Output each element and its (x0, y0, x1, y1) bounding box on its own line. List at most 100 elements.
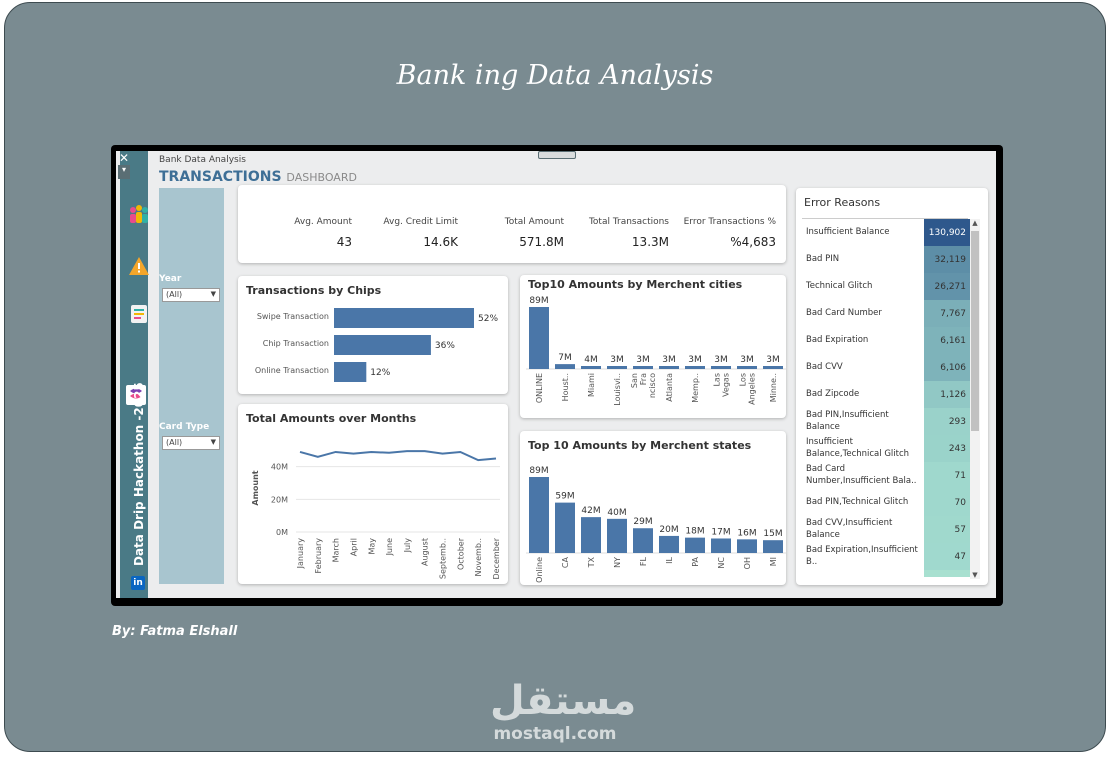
states-chart-card: Top 10 Amounts by Merchent states 89M Onl… (520, 431, 786, 585)
kpi-label: Total Transactions (588, 217, 669, 227)
scrollbar-thumb[interactable] (971, 231, 979, 431)
x-tick-label: Memp.. (691, 373, 700, 403)
scroll-up-icon[interactable]: ▲ (972, 219, 978, 227)
x-tick-label: ncisco (648, 373, 657, 398)
x-tick-label: PA (691, 556, 700, 566)
error-reason-label: Bad PIN,Insufficient Balance (806, 410, 889, 432)
category-label: Online Transaction (255, 366, 329, 375)
error-count-cell: 6,161 (924, 327, 970, 354)
bar-value-label: 17M (711, 527, 730, 537)
table-row[interactable]: Bad Expiration 6,161 (802, 327, 970, 354)
bar-value-label: 29M (633, 517, 652, 527)
chart-title: Error Reasons (804, 196, 881, 209)
kpi-label: Error Transactions % (683, 217, 776, 227)
y-tick-label: 20M (271, 495, 288, 504)
x-tick-label: NY (613, 557, 622, 568)
kpi-avg-amount: Avg. Amount 43 (294, 217, 352, 249)
bar-value-label: 20M (659, 525, 678, 535)
bar (555, 364, 575, 369)
card-type-filter-value: (All) (166, 438, 183, 447)
x-tick-label: February (314, 538, 323, 574)
table-row[interactable]: Bad PIN 32,119 (802, 246, 970, 273)
error-count-cell: 6,106 (924, 354, 970, 381)
bar-value-label: 3M (714, 355, 728, 365)
x-tick-label: December (492, 537, 501, 579)
breadcrumb: Bank Data Analysis (159, 155, 246, 165)
x-tick-label: Las (713, 373, 722, 387)
bar (607, 518, 627, 553)
filter-panel: Year (All) ▼ Card Type (All) ▼ (159, 188, 224, 584)
year-filter-label: Year (159, 274, 182, 284)
dashboard-title-sub: DASHBOARD (286, 171, 357, 184)
table-row[interactable]: Bad Zipcode 1,126 (802, 381, 970, 408)
error-reason-label: Insufficient Balance,Technical Glitch (806, 437, 910, 459)
x-tick-label: Miami (587, 373, 596, 397)
x-tick-label: FL (639, 556, 648, 566)
bar-value-label: 89M (529, 296, 548, 306)
report-icon[interactable] (127, 303, 151, 327)
error-reason-label: Bad Card Number,Insufficient Bala.. (806, 464, 917, 486)
bar (711, 538, 731, 553)
page-title: Bank ing Data Analysis (396, 60, 714, 91)
bar (581, 517, 601, 553)
warning-icon[interactable] (127, 255, 151, 279)
error-count-cell: 130,902 (924, 219, 970, 246)
error-reason-label: Insufficient Balance (806, 226, 890, 237)
table-row[interactable]: Insufficient Balance 130,902 (802, 219, 970, 246)
bar (685, 537, 705, 553)
y-tick-label: 0M (276, 528, 288, 537)
bar (685, 366, 705, 369)
kpi-avg-credit-limit: Avg. Credit Limit 14.6K (383, 217, 458, 249)
chart-title: Top 10 Amounts by Merchent states (528, 439, 752, 452)
months-line-chart: Amount 0M 20M 40M January February March April M… (251, 450, 501, 579)
panel-resize-handle[interactable] (538, 151, 576, 159)
linkedin-icon[interactable]: in (131, 576, 145, 590)
error-reason-label: Technical Glitch (806, 280, 873, 291)
mostaql-url: mostaql.com (493, 724, 617, 744)
bar (607, 366, 627, 369)
year-filter-select[interactable]: (All) ▼ (162, 288, 220, 302)
table-row[interactable]: Insufficient Balance,Technical Glitch 243 (802, 435, 970, 462)
bar-value-label: 15M (763, 529, 782, 539)
table-row[interactable]: Bad Card Number, Bad CVV (802, 570, 970, 577)
bar (529, 307, 549, 369)
cities-bar-chart: 89M ONLINE 7M Houst.. 4M Miami 3M Louisvi.. 3M Sa… (526, 296, 786, 406)
table-row[interactable]: Bad Card Number,Insufficient Bala.. 71 (802, 462, 970, 489)
dropdown-arrow-icon: ▼ (210, 290, 216, 298)
table-row[interactable]: Bad PIN,Technical Glitch 70 (802, 489, 970, 516)
x-tick-label: Septemb.. (439, 538, 448, 579)
dropdown-arrow-icon: ▼ (210, 438, 216, 446)
bar (633, 366, 653, 369)
x-tick-label: TX (587, 556, 596, 568)
table-row[interactable]: Technical Glitch 26,271 (802, 273, 970, 300)
months-chart-card: Total Amounts over Months Amount 0M 20M 40M… (238, 404, 508, 584)
table-row[interactable]: Bad CVV,Insufficient Balance 57 (802, 516, 970, 543)
cities-chart-card: Top10 Amounts by Merchent cities 89M ONLI… (520, 275, 786, 418)
error-count-cell: 293 (924, 408, 970, 435)
chevron-down-icon[interactable]: ▾ (118, 165, 130, 179)
x-tick-label: San (630, 373, 639, 388)
chart-title: Top10 Amounts by Merchent cities (528, 278, 743, 291)
table-row[interactable]: Bad PIN,Insufficient Balance 293 (802, 408, 970, 435)
states-bar-chart: 89M Online 59M CA 42M TX 40M NY 29M FL 20M IL 18M PA 1… (526, 466, 786, 583)
table-row[interactable]: Bad CVV 6,106 (802, 354, 970, 381)
x-tick-label: Louisvi.. (613, 373, 622, 406)
bar-value-label: 36% (435, 341, 455, 351)
bar (763, 366, 783, 369)
x-tick-label: Fra (639, 373, 648, 385)
scroll-down-icon[interactable]: ▼ (972, 571, 978, 579)
kpi-total-amount: Total Amount 571.8M (505, 217, 564, 249)
card-type-filter-select[interactable]: (All) ▼ (162, 436, 220, 450)
divider (802, 218, 968, 219)
people-icon[interactable] (127, 203, 151, 227)
x-tick-label: MI (769, 557, 778, 566)
close-icon[interactable]: ✕ (118, 151, 130, 165)
dashboard-title: TRANSACTIONS DASHBOARD (159, 169, 357, 185)
error-reasons-table: Insufficient Balance 130,902 Bad PIN 32,119… (802, 219, 970, 577)
bar (529, 477, 549, 553)
chips-chart-card: Transactions by Chips Swipe Transaction 5… (238, 276, 508, 394)
table-row[interactable]: Bad Card Number 7,767 (802, 300, 970, 327)
table-row[interactable]: Bad Expiration,Insufficient B.. 47 (802, 543, 970, 570)
chart-title: Transactions by Chips (246, 284, 382, 297)
scrollbar[interactable]: ▲ ▼ (970, 219, 980, 579)
